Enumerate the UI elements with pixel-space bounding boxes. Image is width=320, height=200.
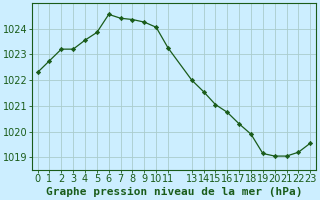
X-axis label: Graphe pression niveau de la mer (hPa): Graphe pression niveau de la mer (hPa) [46, 187, 302, 197]
